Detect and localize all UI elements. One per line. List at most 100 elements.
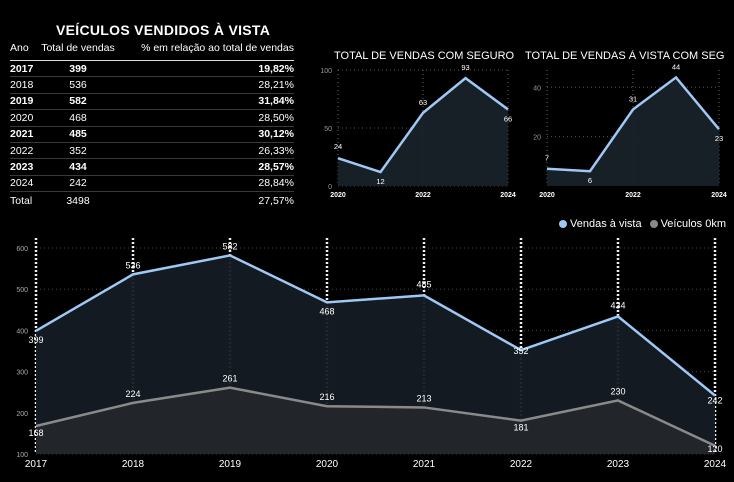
cell-year: 2024 [10,175,38,193]
x-tick-label: 2022 [415,192,431,199]
data-label: 93 [461,63,469,72]
cell-year: 2018 [10,76,38,94]
table-row[interactable]: 2024 242 28,84% [10,175,294,193]
data-label: 181 [513,423,528,433]
data-label: 168 [28,428,43,438]
cell-total: 242 [38,175,118,193]
x-tick-label: 2020 [330,192,346,199]
data-label: 120 [707,444,722,454]
y-tick-label: 100 [16,452,28,459]
cell-total: 399 [38,60,118,78]
main-chart-legend: Vendas à vista Veículos 0km [559,218,726,230]
cell-total: 468 [38,109,118,127]
cell-year: 2017 [10,60,38,78]
x-tick-label: 2024 [704,459,727,470]
cell-year: 2021 [10,126,38,143]
sales-table: Ano Total de vendas % em relação ao tota… [10,42,294,209]
y-tick-label: 50 [324,126,332,133]
y-tick-label: 300 [16,370,28,377]
data-label: 261 [222,374,237,384]
cell-percent: 27,57% [118,191,294,209]
table-row[interactable]: 2022 352 26,33% [10,142,294,160]
cell-percent: 28,50% [118,109,294,127]
header-year[interactable]: Ano [10,42,38,61]
y-tick-label: 40 [533,85,541,92]
table-row[interactable]: 2020 468 28,50% [10,109,294,127]
y-tick-label: 400 [16,328,28,335]
x-tick-label: 2024 [711,192,727,199]
cell-percent: 19,82% [118,60,294,78]
cell-percent: 26,33% [118,142,294,160]
data-label: 468 [319,306,334,316]
cell-total: 536 [38,76,118,94]
x-tick-label: 2020 [539,192,555,199]
table-row[interactable]: 2021 485 30,12% [10,126,294,143]
cell-percent: 31,84% [118,93,294,111]
y-tick-label: 100 [320,68,332,75]
data-label: 399 [28,335,43,345]
x-tick-label: 2018 [122,459,145,470]
cell-total: 582 [38,93,118,111]
table-total-row[interactable]: Total 3498 27,57% [10,191,294,209]
series-area [547,77,719,186]
legend-item-vendas-a-vista[interactable]: Vendas à vista [559,218,642,230]
sales-table-panel: VEÍCULOS VENDIDOS À VISTA Ano Total de v… [8,20,296,210]
data-label: 216 [319,392,334,402]
data-label: 352 [513,346,528,356]
header-percent[interactable]: % em relação ao total de vendas [118,42,294,61]
data-label: 230 [610,386,625,396]
cell-year: 2020 [10,109,38,127]
legend-label: Vendas à vista [570,218,642,230]
cell-year: Total [10,191,38,209]
data-label: 242 [707,395,722,405]
y-tick-label: 20 [533,135,541,142]
cell-percent: 28,57% [118,158,294,176]
series-area [338,78,508,186]
chart2-title: TOTAL DE VENDAS À VISTA COM SEGU... [525,50,725,62]
x-tick-label: 2020 [316,459,339,470]
table-row[interactable]: 2018 536 28,21% [10,76,294,94]
x-tick-label: 2024 [500,192,516,199]
y-tick-label: 0 [328,184,332,191]
data-label: 582 [222,241,237,251]
data-label: 31 [629,94,637,103]
cell-total: 352 [38,142,118,160]
series-line [35,386,716,447]
data-label: 6 [588,176,592,185]
data-label: 434 [610,300,625,310]
table-row[interactable]: 2017 399 19,82% [10,60,294,78]
table-row[interactable]: 2019 582 31,84% [10,93,294,111]
data-label: 485 [416,279,431,289]
series-line [35,254,716,397]
data-label: 66 [504,114,512,123]
cell-percent: 28,21% [118,76,294,94]
chart-vendas-por-ano: 100 200 300 400 500 600 2017 2018 2019 2020 2021 20… [16,238,727,470]
table-row[interactable]: 2023 434 28,57% [10,158,294,176]
cell-year: 2023 [10,158,38,176]
legend-item-veiculos-0km[interactable]: Veículos 0km [649,218,726,230]
series-line [337,76,509,174]
cell-year: 2022 [10,142,38,160]
x-tick-label: 2023 [607,459,630,470]
data-label: 213 [416,393,431,403]
cell-total: 485 [38,126,118,143]
legend-dot-icon [559,220,568,228]
series-area [36,387,715,454]
table-header-row: Ano Total de vendas % em relação ao tota… [10,42,294,61]
x-tick-label: 2022 [625,192,641,199]
table-title: VEÍCULOS VENDIDOS À VISTA [56,22,271,38]
y-tick-label: 500 [16,287,28,294]
data-label: 24 [334,142,342,151]
series-line [546,75,720,173]
data-label: 23 [715,134,723,143]
y-tick-label: 200 [16,411,28,418]
cell-year: 2019 [10,93,38,111]
x-tick-label: 2017 [25,459,48,470]
header-total[interactable]: Total de vendas [38,42,118,61]
data-label: 12 [376,177,384,186]
data-label: 536 [125,260,140,270]
data-label: 224 [125,389,140,399]
legend-dot-icon [649,220,658,228]
cell-percent: 30,12% [118,126,294,143]
y-tick-label: 600 [16,246,28,253]
